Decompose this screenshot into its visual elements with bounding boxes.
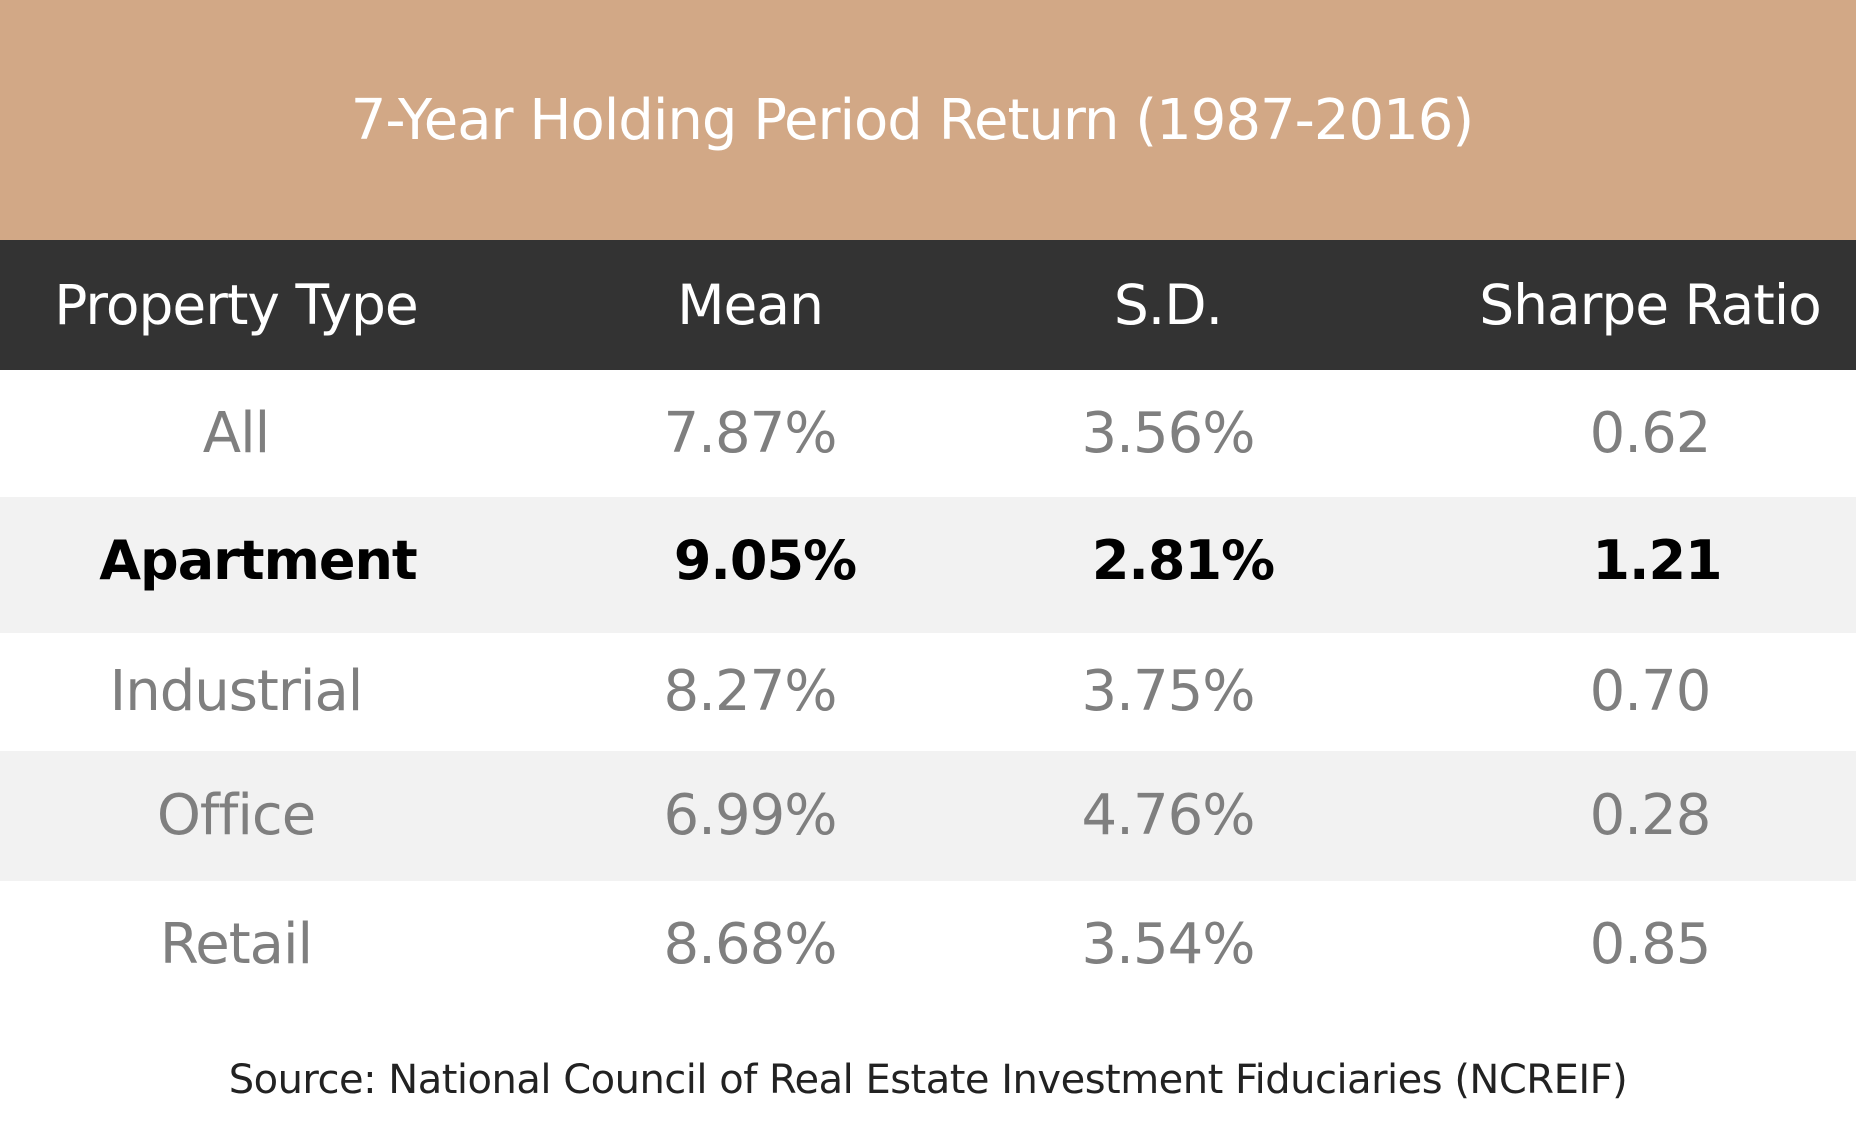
title-band: 7-Year Holding Period Return (1987-2016) — [0, 0, 1856, 240]
cell-sharpe: 0.28 — [1589, 783, 1712, 848]
table-row-highlighted: Apartment 9.05% 2.81% 1.21 — [0, 497, 1856, 633]
header-property-type: Property Type — [54, 273, 419, 337]
header-row: Property Type Mean S.D. Sharpe Ratio — [0, 240, 1856, 370]
cell-type: Industrial — [109, 659, 364, 724]
cell-sd: 3.75% — [1081, 659, 1256, 724]
header-sd: S.D. — [1113, 273, 1223, 337]
cell-sd: 3.54% — [1081, 912, 1256, 977]
header-sharpe-ratio: Sharpe Ratio — [1479, 273, 1822, 337]
table-row: All 7.87% 3.56% 0.62 — [0, 370, 1856, 497]
cell-type: All — [202, 401, 270, 466]
cell-mean: 6.99% — [663, 783, 838, 848]
cell-type: Retail — [159, 912, 313, 977]
cell-sd: 4.76% — [1081, 783, 1256, 848]
cell-type: Office — [156, 783, 316, 848]
header-mean: Mean — [677, 273, 824, 337]
cell-mean: 7.87% — [663, 401, 838, 466]
cell-sd: 2.81% — [1091, 529, 1275, 592]
cell-mean: 8.27% — [663, 659, 838, 724]
table-row: Retail 8.68% 3.54% 0.85 — [0, 881, 1856, 1009]
cell-sd: 3.56% — [1081, 401, 1256, 466]
cell-sharpe: 0.70 — [1589, 659, 1712, 724]
cell-sharpe: 1.21 — [1592, 529, 1722, 592]
cell-sharpe: 0.85 — [1589, 912, 1712, 977]
table-row: Office 6.99% 4.76% 0.28 — [0, 751, 1856, 881]
cell-mean: 8.68% — [663, 912, 838, 977]
table-title: 7-Year Holding Period Return (1987-2016) — [350, 87, 1474, 153]
cell-sharpe: 0.62 — [1589, 401, 1712, 466]
cell-type: Apartment — [99, 529, 417, 592]
cell-mean: 9.05% — [673, 529, 857, 592]
source-note: Source: National Council of Real Estate … — [228, 1057, 1628, 1103]
table-row: Industrial 8.27% 3.75% 0.70 — [0, 633, 1856, 751]
